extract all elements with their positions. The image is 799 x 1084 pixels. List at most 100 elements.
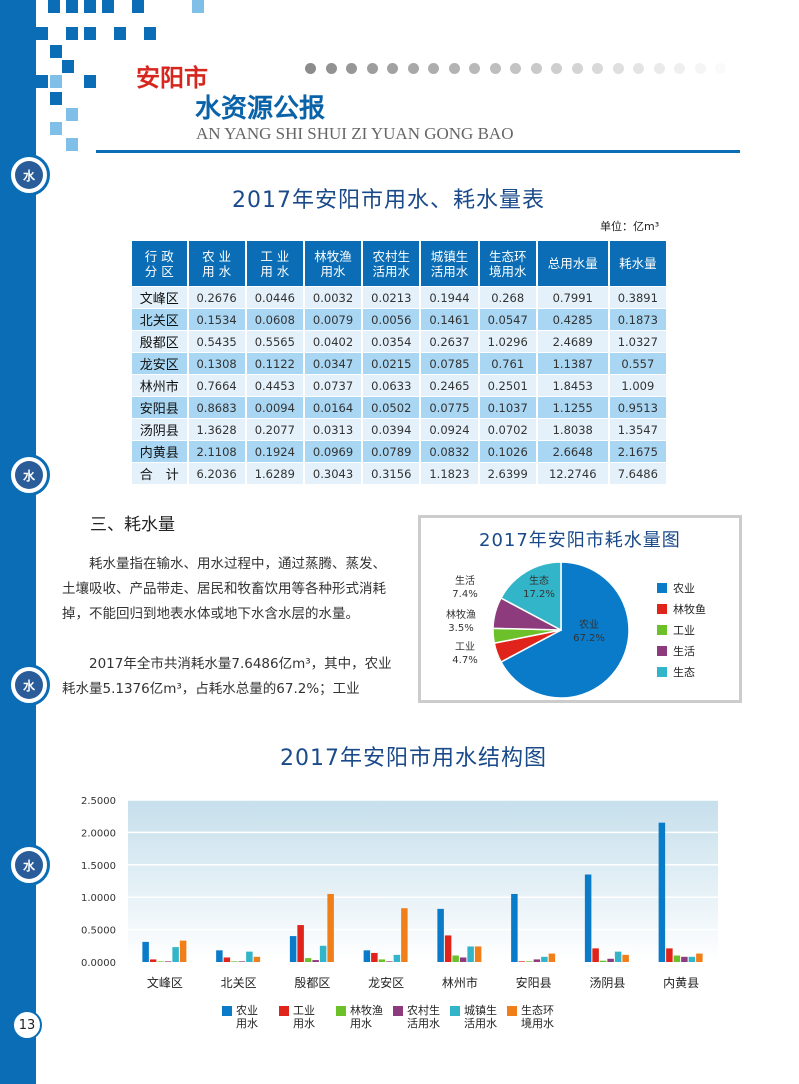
- table-cell: 0.4453: [246, 375, 303, 396]
- table-cell: 0.0213: [363, 287, 420, 308]
- bar-legend-item: 林牧渔 用水: [336, 1004, 383, 1030]
- bar: [444, 935, 452, 962]
- bar: [533, 959, 541, 962]
- table-cell: 0.7991: [537, 287, 608, 308]
- table-unit: 单位：亿m³: [600, 220, 660, 233]
- bar: [614, 951, 622, 962]
- table-cell: 2.1675: [609, 441, 666, 462]
- table-cell: 0.0775: [421, 397, 478, 418]
- bar-legend-item: 工业 用水: [279, 1004, 315, 1030]
- legend-label: 林牧鱼: [673, 603, 706, 616]
- table-cell: 合 计: [132, 463, 187, 484]
- decorative-dot: [674, 63, 685, 74]
- bar: [172, 947, 179, 962]
- logo-badge: 水: [8, 154, 50, 196]
- legend-label: 林牧渔 用水: [350, 1004, 383, 1030]
- table-cell: 0.2637: [421, 331, 478, 352]
- bar: [526, 961, 533, 962]
- plot-area: [128, 800, 718, 962]
- table-cell: 0.1308: [188, 353, 245, 374]
- legend-swatch: [657, 667, 667, 677]
- decorative-dot: [366, 63, 378, 74]
- logo-badge: 水: [8, 664, 50, 706]
- bar: [157, 961, 164, 962]
- legend-label: 农村生 活用水: [407, 1004, 440, 1030]
- table-cell: 1.0296: [479, 331, 536, 352]
- table-cell: 安阳县: [132, 397, 187, 418]
- table-cell: 1.8038: [537, 419, 608, 440]
- table-cell: 0.0789: [363, 441, 420, 462]
- bar: [223, 957, 231, 962]
- decorative-dot: [612, 63, 624, 74]
- table-cell: 0.8683: [188, 397, 245, 418]
- table-cell: 0.7664: [188, 375, 245, 396]
- table-cell: 12.2746: [537, 463, 608, 484]
- bar: [401, 908, 408, 962]
- table-cell: 0.0164: [304, 397, 362, 418]
- table-cell: 0.1873: [609, 309, 666, 330]
- bar: [238, 961, 246, 962]
- decorative-dot: [551, 63, 562, 74]
- x-tick-label: 林州市: [442, 975, 478, 990]
- legend-label: 工业: [673, 624, 695, 637]
- decorative-square: [192, 0, 204, 13]
- legend-swatch: [507, 1006, 517, 1016]
- pie-legend-item: 林牧鱼: [657, 601, 706, 617]
- decorative-dot: [633, 63, 644, 74]
- decorative-square: [50, 45, 62, 58]
- decorative-square: [66, 27, 78, 40]
- legend-label: 城镇生 活用水: [464, 1004, 497, 1030]
- x-tick-label: 汤阴县: [589, 976, 625, 990]
- bar: [666, 948, 673, 962]
- decorative-dot: [592, 63, 603, 74]
- bar: [467, 946, 474, 962]
- y-tick-label: 1.5000: [81, 861, 116, 872]
- decorative-dot: [346, 63, 357, 74]
- column-header: 林牧渔 用水: [304, 241, 362, 286]
- table-cell: 1.3547: [609, 419, 666, 440]
- table-cell: 0.1534: [188, 309, 245, 330]
- table-row: 殷都区 0.5435 0.5565 0.0402 0.0354 0.2637 1.0296 2…: [132, 331, 666, 352]
- decorative-dot: [694, 63, 706, 74]
- table-cell: 0.557: [609, 353, 666, 374]
- decorative-dot: [653, 63, 665, 74]
- decorative-square: [84, 0, 96, 13]
- table-cell: 0.1026: [479, 441, 536, 462]
- table-row: 汤阴县 1.3628 0.2077 0.0313 0.0394 0.0924 0.0702 1…: [132, 419, 666, 440]
- pie-label: 农业: [579, 618, 599, 631]
- table-cell: 0.0079: [304, 309, 362, 330]
- pie-percent: 4.7%: [452, 655, 477, 666]
- bar: [304, 958, 312, 962]
- decorative-square: [84, 75, 96, 88]
- title-bulletin: 水资源公报: [195, 94, 326, 124]
- column-header: 生态环 境用水: [479, 241, 536, 286]
- decorative-square: [50, 75, 62, 88]
- table-cell: 0.0313: [304, 419, 362, 440]
- pie-label: 林牧渔: [446, 608, 476, 621]
- table-cell: 0.5565: [246, 331, 303, 352]
- bar: [253, 956, 261, 962]
- decorative-dot: [407, 63, 419, 74]
- bar: [437, 908, 444, 962]
- bar: [312, 960, 319, 962]
- table-row: 林州市 0.7664 0.4453 0.0737 0.0633 0.2465 0.2501 1…: [132, 375, 666, 396]
- table-cell: 龙安区: [132, 353, 187, 374]
- table-cell: 0.0969: [304, 441, 362, 462]
- table-row: 北关区 0.1534 0.0608 0.0079 0.0056 0.1461 0.0547 0…: [132, 309, 666, 330]
- table-cell: 1.1255: [537, 397, 608, 418]
- pie-label: 生活: [455, 574, 475, 587]
- table-cell: 1.0327: [609, 331, 666, 352]
- column-header: 农 业 用 水: [188, 241, 245, 286]
- bar: [599, 960, 607, 962]
- decorative-dot: [489, 63, 501, 74]
- table-cell: 7.6486: [609, 463, 666, 484]
- y-tick-label: 0.0000: [81, 958, 116, 969]
- bar: [688, 956, 696, 962]
- bar: [673, 955, 681, 962]
- pie-title: 2017年安阳市耗水量图: [479, 530, 681, 551]
- table-cell: 0.0394: [363, 419, 420, 440]
- decorative-square: [36, 75, 48, 88]
- legend-swatch: [657, 583, 667, 593]
- bar: [658, 822, 666, 962]
- table-cell: 0.0032: [304, 287, 362, 308]
